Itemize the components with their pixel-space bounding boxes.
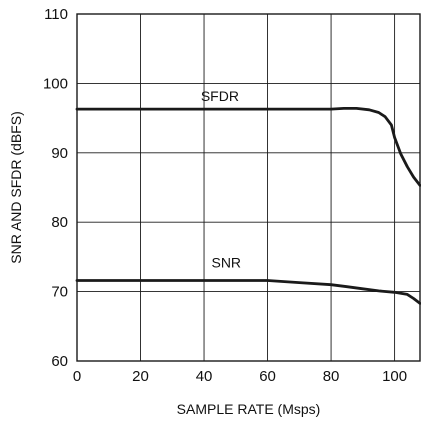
plot-frame	[76, 13, 421, 362]
series-label-sfdr: SFDR	[201, 88, 239, 104]
y-tick-label: 110	[44, 6, 68, 23]
y-tick-label: 60	[51, 353, 68, 370]
y-tick-label: 90	[51, 145, 68, 162]
x-axis-ticks: 0 20 40 60 80 100	[73, 368, 407, 385]
x-tick-label: 60	[259, 368, 276, 385]
y-axis-title: SNR AND SFDR (dBFS)	[8, 111, 24, 263]
x-tick-label: 0	[73, 368, 81, 385]
series-line-sfdr	[75, 107, 421, 187]
x-tick-label: 40	[196, 368, 213, 385]
series-labels: SFDR SNR	[201, 88, 241, 271]
y-tick-label: 100	[43, 75, 68, 92]
series-line-snr	[75, 279, 421, 305]
grid	[77, 14, 420, 361]
x-axis-title: SAMPLE RATE (Msps)	[177, 401, 321, 417]
y-tick-label: 70	[51, 284, 68, 301]
x-tick-label: 80	[323, 368, 340, 385]
y-axis-ticks: 60 70 80 90 100 110	[43, 6, 68, 370]
series-lines	[75, 107, 421, 305]
x-tick-label: 100	[382, 368, 407, 385]
series-label-snr: SNR	[211, 254, 241, 270]
y-tick-label: 80	[51, 214, 68, 231]
x-tick-label: 20	[132, 368, 149, 385]
